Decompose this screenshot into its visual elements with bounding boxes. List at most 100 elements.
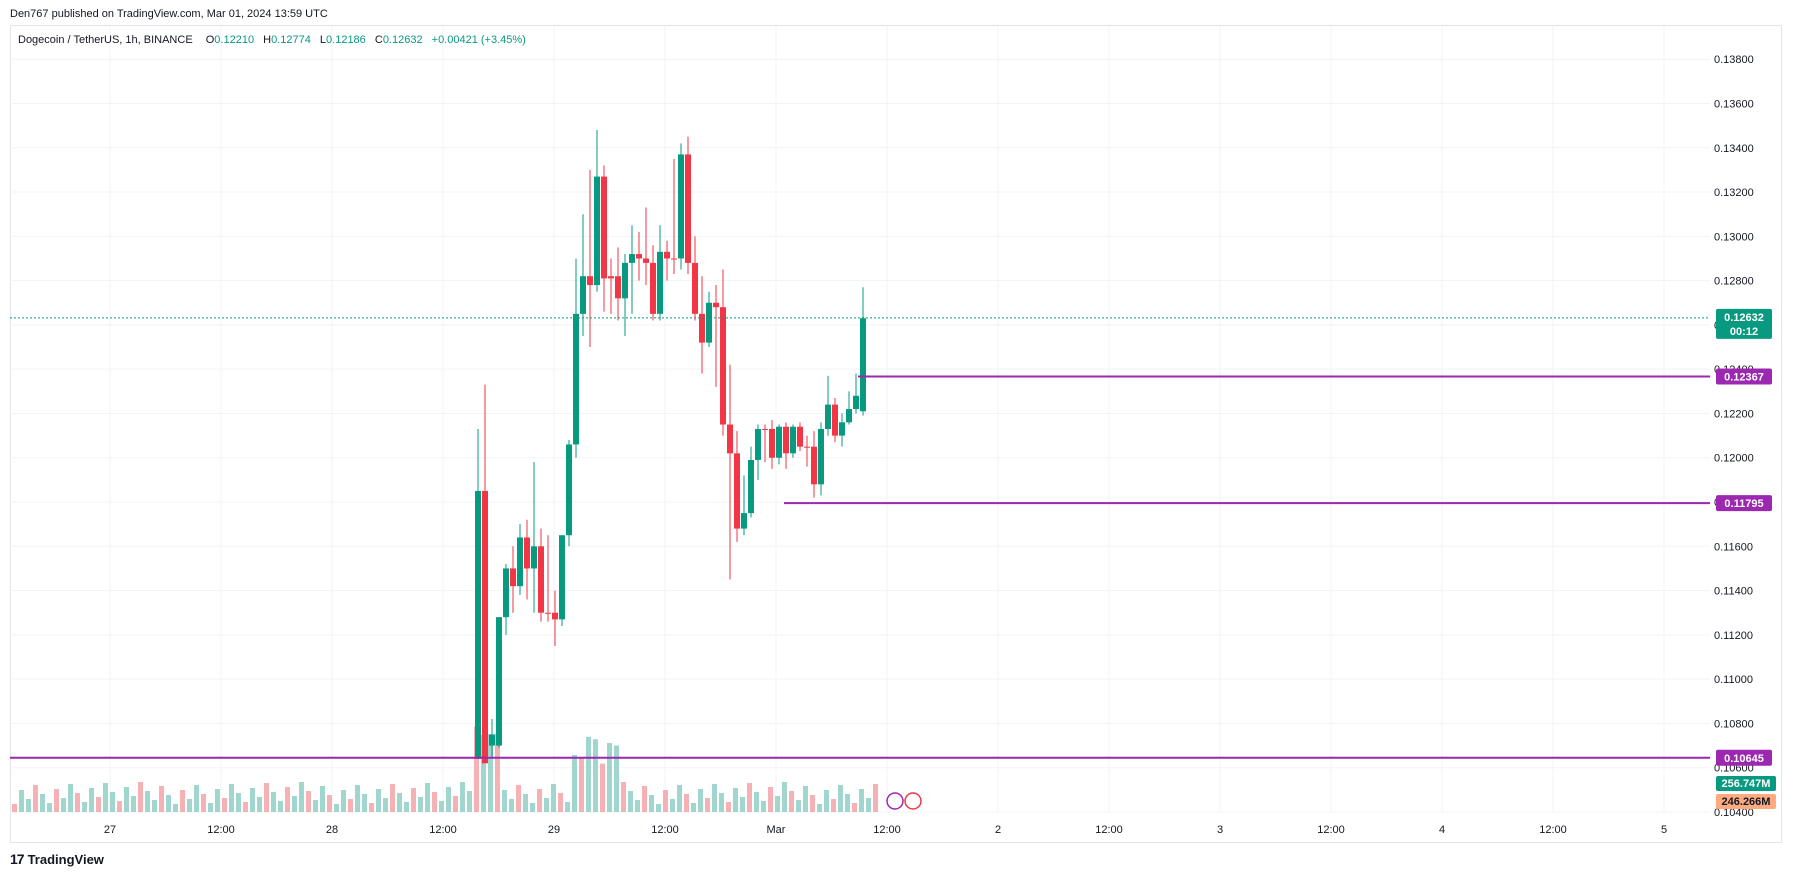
volume-bar (789, 791, 794, 812)
volume-bar (138, 782, 143, 812)
candle-body (524, 537, 530, 569)
y-tick-label: 0.10400 (1714, 807, 1754, 819)
y-tick-label: 0.11200 (1714, 630, 1753, 642)
volume-bar (376, 789, 381, 812)
countdown-text: 00:12 (1730, 326, 1758, 338)
candle-body (713, 302, 719, 308)
volume-bar (306, 791, 311, 812)
candle-body (664, 251, 670, 259)
volume-bar (586, 736, 591, 812)
volume-bar (208, 803, 213, 812)
volume-bar (341, 790, 346, 812)
x-tick-label: 12:00 (429, 824, 457, 836)
volume-bar (397, 793, 402, 812)
candle-body (804, 446, 810, 448)
volume-bar (516, 785, 521, 812)
level-price-text: 0.12367 (1724, 371, 1764, 383)
candle-body (587, 276, 593, 286)
volume-ma-tag-text: 246.266M (1722, 796, 1771, 808)
candle-body (622, 262, 628, 299)
candle-body (825, 404, 831, 429)
x-tick-label: 28 (326, 824, 338, 836)
open-label: O (205, 34, 215, 46)
volume-bar (439, 801, 444, 812)
x-tick-label: 3 (1217, 824, 1223, 836)
volume-bar (621, 782, 626, 812)
candle-body (671, 258, 677, 260)
candle-body (783, 426, 789, 454)
candle-body (769, 428, 775, 458)
volume-bar (754, 792, 759, 812)
volume-bar (488, 734, 493, 812)
volume-bar (600, 763, 605, 812)
volume-bar (243, 802, 248, 812)
volume-bar (873, 784, 878, 812)
volume-bar (264, 783, 269, 812)
volume-bar (292, 796, 297, 812)
volume-bar (418, 797, 423, 812)
x-tick-label: 12:00 (1539, 824, 1567, 836)
volume-bar (369, 803, 374, 812)
candle-body (846, 409, 852, 423)
volume-bar (530, 803, 535, 812)
volume-bar (796, 800, 801, 812)
volume-bar (54, 789, 59, 812)
volume-bar (180, 790, 185, 812)
volume-bar (656, 804, 661, 812)
volume-bar (383, 798, 388, 812)
candle-body (839, 422, 845, 436)
volume-bar (229, 784, 234, 812)
candle-body (755, 428, 761, 460)
volume-bar (698, 789, 703, 812)
volume-bar (579, 757, 584, 812)
candle-body (811, 446, 817, 485)
y-tick-label: 0.12200 (1714, 408, 1754, 420)
volume-ma-tag (1716, 794, 1776, 809)
volume-bar (551, 784, 556, 812)
volume-bar (733, 788, 738, 812)
candle-body (643, 258, 649, 263)
volume-bar (215, 789, 220, 812)
volume-bar (68, 784, 73, 812)
candle-body (566, 444, 572, 536)
volume-bar (348, 799, 353, 812)
candle-body (601, 176, 607, 279)
volume-bar (614, 745, 619, 812)
x-tick-label: 27 (104, 824, 116, 836)
volume-bar (110, 792, 115, 812)
candle-body (685, 154, 691, 263)
y-tick-label: 0.11000 (1714, 674, 1753, 686)
volume-bar (432, 792, 437, 812)
volume-bar (824, 790, 829, 812)
volume-bar (663, 790, 668, 812)
volume-bar (558, 793, 563, 812)
y-tick-label: 0.13400 (1714, 143, 1754, 155)
volume-bar (61, 798, 66, 812)
volume-bar (544, 798, 549, 812)
candle-body (531, 546, 537, 569)
x-tick-label: 12:00 (873, 824, 901, 836)
footer-brand[interactable]: 17 TradingView (10, 851, 104, 867)
chart-frame (10, 25, 1782, 843)
candle-body (734, 453, 740, 529)
x-tick-label: 29 (548, 824, 560, 836)
low-label: L (319, 34, 327, 46)
volume-bar (320, 786, 325, 812)
volume-bar (740, 797, 745, 812)
y-tick-label: 0.12000 (1714, 453, 1754, 465)
candle-body (776, 426, 782, 458)
high-label: H (263, 34, 272, 46)
volume-bar (782, 782, 787, 812)
volume-bar (33, 785, 38, 812)
volume-bar (495, 733, 500, 812)
volume-bar (201, 794, 206, 812)
candle-body (475, 490, 481, 759)
y-tick-label: 0.12800 (1714, 276, 1754, 288)
candle-body (503, 568, 509, 618)
volume-bar (593, 739, 598, 812)
volume-bar (47, 803, 52, 812)
candle-body (636, 254, 642, 259)
candle-body (489, 734, 495, 746)
volume-bar (607, 743, 612, 812)
